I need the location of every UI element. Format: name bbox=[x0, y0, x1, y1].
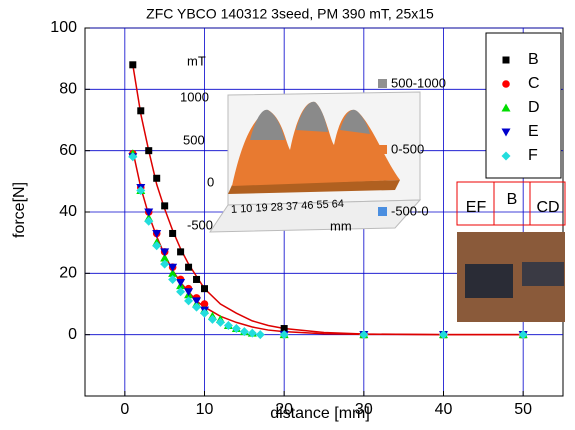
inset-z-tick: 0 bbox=[207, 174, 214, 189]
marker bbox=[193, 275, 201, 283]
photo-block bbox=[465, 264, 513, 298]
inset-peaks bbox=[250, 101, 370, 140]
marker bbox=[359, 330, 369, 340]
marker bbox=[184, 288, 194, 297]
inset-z-tick: 1000 bbox=[180, 89, 209, 104]
marker bbox=[128, 152, 138, 162]
y-tick-label: 60 bbox=[59, 142, 77, 159]
legend-box bbox=[485, 32, 562, 179]
x-tick-label: 40 bbox=[435, 401, 453, 418]
marker bbox=[129, 61, 137, 69]
y-tick-label: 100 bbox=[50, 19, 77, 36]
marker bbox=[160, 259, 170, 269]
marker bbox=[144, 208, 154, 217]
chart-title: ZFC YBCO 140312 3seed, PM 390 mT, 25x15 bbox=[146, 6, 434, 22]
y-axis-label: force[N] bbox=[11, 182, 28, 238]
marker bbox=[501, 103, 511, 112]
marker bbox=[169, 229, 177, 237]
photo-label: EF bbox=[466, 199, 487, 216]
marker bbox=[502, 80, 510, 88]
inset-x-unit: mm bbox=[330, 218, 352, 233]
marker bbox=[223, 320, 233, 330]
legend-label: D bbox=[528, 99, 540, 116]
marker bbox=[215, 317, 225, 327]
marker bbox=[176, 279, 186, 288]
legend-label: E bbox=[528, 123, 539, 140]
marker bbox=[160, 253, 170, 262]
inset-legend-swatch bbox=[378, 207, 387, 216]
marker bbox=[501, 151, 511, 161]
inset-unit: mT bbox=[187, 53, 206, 68]
marker bbox=[518, 330, 528, 340]
inset-z-tick: 500 bbox=[183, 132, 205, 147]
inset-floor bbox=[209, 199, 422, 233]
marker bbox=[255, 330, 265, 340]
marker bbox=[168, 274, 178, 284]
x-tick-label: 20 bbox=[275, 401, 293, 418]
marker bbox=[160, 248, 170, 257]
inset-x-ticks: 1 10 19 28 37 46 55 64 bbox=[231, 198, 345, 216]
marker bbox=[176, 287, 186, 297]
marker bbox=[192, 297, 202, 306]
marker bbox=[279, 330, 289, 340]
marker bbox=[136, 186, 146, 196]
marker bbox=[137, 107, 145, 115]
marker bbox=[152, 241, 162, 251]
marker bbox=[239, 327, 249, 337]
marker bbox=[200, 308, 209, 318]
legend-label: F bbox=[528, 147, 538, 164]
marker bbox=[168, 263, 178, 272]
photo-block bbox=[522, 262, 564, 286]
marker bbox=[153, 174, 161, 182]
marker bbox=[192, 302, 202, 312]
y-tick-label: 80 bbox=[59, 81, 77, 98]
marker bbox=[231, 324, 241, 334]
inset-surface-base bbox=[228, 180, 400, 194]
x-axis-label: distance [mm] bbox=[270, 405, 370, 422]
marker bbox=[501, 128, 511, 137]
inset-legend-label: 0-500 bbox=[391, 141, 424, 156]
marker bbox=[144, 216, 154, 226]
inset-legend-swatch bbox=[378, 145, 387, 154]
marker bbox=[201, 285, 208, 293]
marker bbox=[207, 314, 217, 324]
marker bbox=[177, 248, 185, 256]
marker bbox=[152, 229, 162, 238]
y-tick-label: 0 bbox=[68, 326, 77, 343]
legend-label: B bbox=[528, 51, 539, 68]
photo-label: CD bbox=[536, 199, 559, 216]
x-tick-label: 10 bbox=[196, 401, 214, 418]
inset-z-tick: -500 bbox=[187, 217, 213, 232]
y-tick-label: 40 bbox=[59, 203, 77, 220]
y-tick-label: 20 bbox=[59, 265, 77, 282]
inset-legend-swatch bbox=[378, 79, 387, 88]
marker bbox=[439, 330, 448, 340]
marker bbox=[184, 296, 194, 306]
marker bbox=[161, 202, 169, 210]
marker bbox=[247, 328, 257, 338]
marker bbox=[200, 300, 209, 308]
photo-label-box bbox=[529, 181, 566, 226]
x-tick-label: 30 bbox=[355, 401, 373, 418]
marker bbox=[280, 325, 288, 333]
marker bbox=[168, 268, 178, 277]
photo-label: B bbox=[507, 191, 518, 208]
inset-legend-label: 500-1000 bbox=[391, 75, 446, 90]
photo-inset: EF B CD bbox=[456, 181, 566, 322]
legend-label: C bbox=[528, 75, 540, 92]
x-tick-label: 0 bbox=[120, 401, 129, 418]
marker bbox=[502, 56, 510, 64]
inset-legend-label: -500-0 bbox=[391, 203, 429, 218]
x-tick-label: 50 bbox=[514, 401, 532, 418]
marker bbox=[185, 263, 193, 271]
marker bbox=[145, 147, 153, 155]
